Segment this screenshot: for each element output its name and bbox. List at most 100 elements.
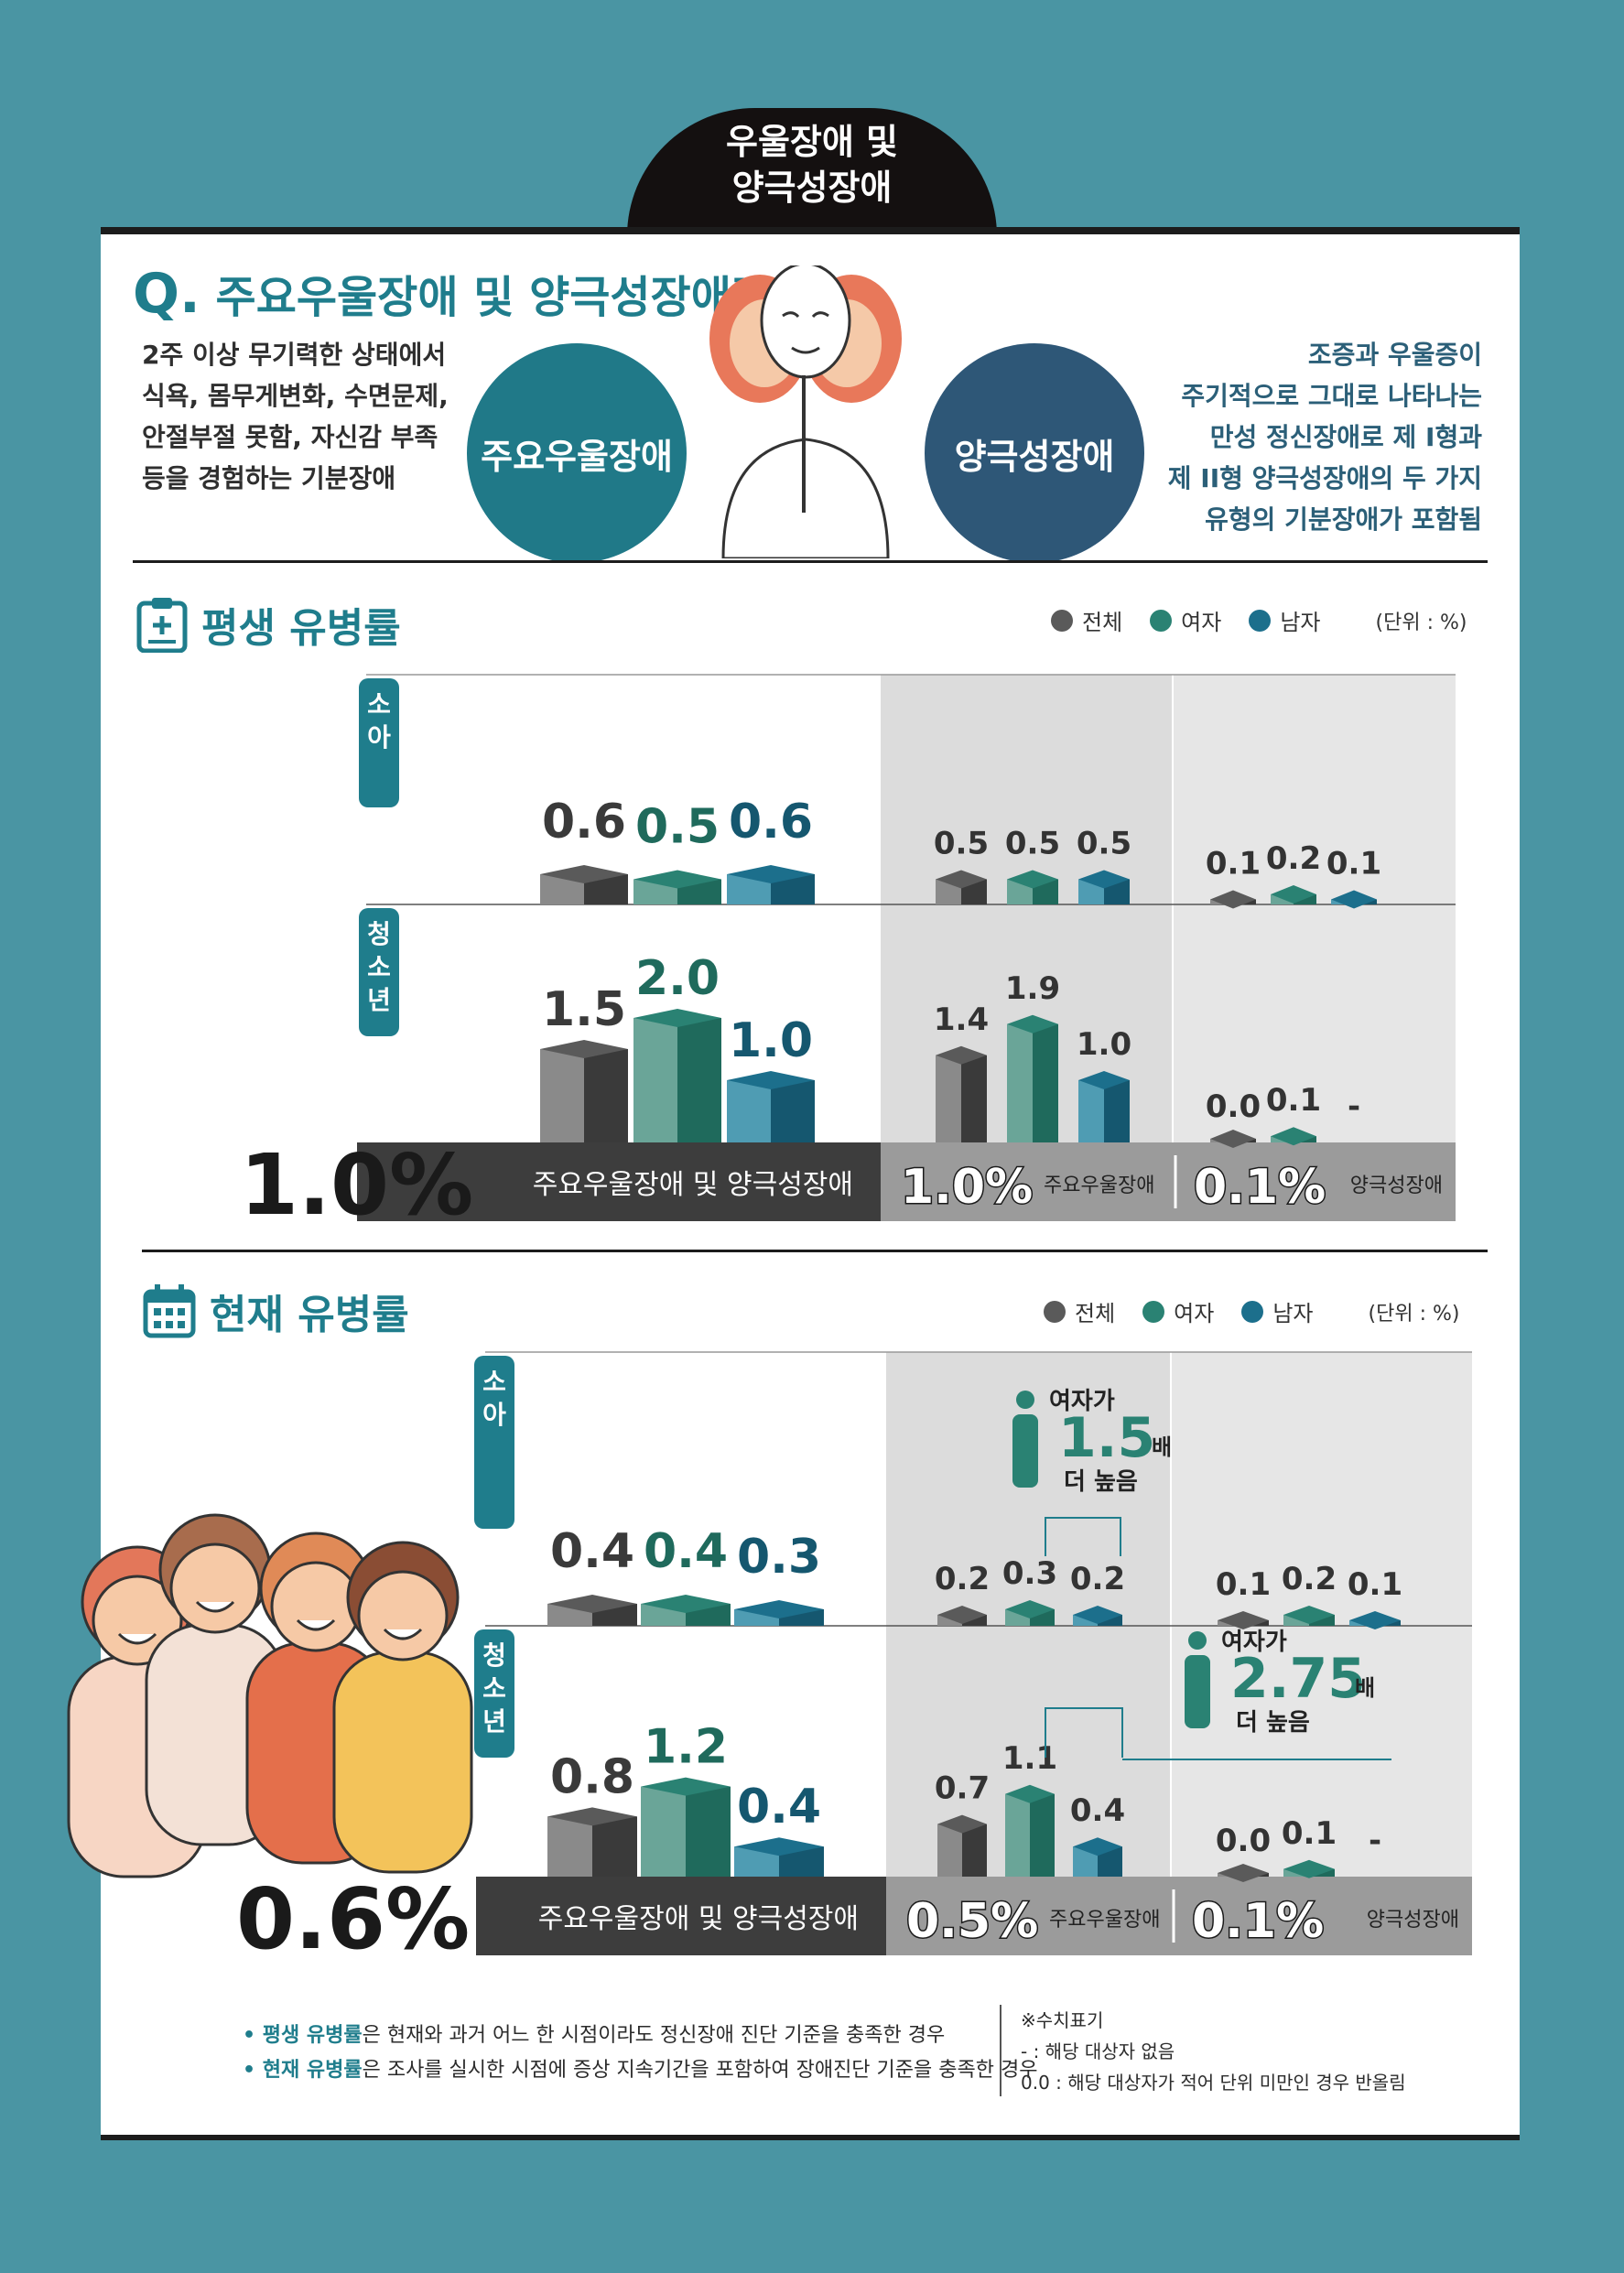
band-label-major: 주요우울장애 bbox=[1044, 1174, 1154, 1197]
label-child-1-2: 0.5 bbox=[1077, 826, 1131, 862]
intro-right-text: 조증과 우울증이 주기적으로 그대로 나타나는 만성 정신장애로 제 I형과 제… bbox=[1168, 334, 1482, 540]
bar-child-0-2-top bbox=[734, 1600, 824, 1618]
band-label-total: 주요우울장애 및 양극성장애 bbox=[533, 1169, 853, 1201]
bracket-teen bbox=[1045, 1707, 1123, 1758]
label-teen-1-2: 0.4 bbox=[1070, 1792, 1125, 1829]
calendar-icon bbox=[143, 1284, 196, 1338]
band-label-total: 주요우울장애 및 양극성장애 bbox=[538, 1903, 859, 1935]
footnote-current-text: 은 조사를 실시한 시점에 증상 지속기간을 포함하여 장애진단 기준을 충족한… bbox=[362, 2059, 1038, 2082]
notes-title: ※수치표기 bbox=[1021, 2009, 1104, 2031]
legend-male: 남자 bbox=[1280, 610, 1321, 635]
bar-teen-1-0-side bbox=[961, 1055, 987, 1142]
legend-dot-total bbox=[1051, 609, 1073, 632]
intro-right-line: 조증과 우울증이 bbox=[1307, 340, 1482, 370]
band-label-bipolar: 양극성장애 bbox=[1367, 1909, 1459, 1932]
big-total-value: 0.6% bbox=[236, 1870, 470, 1968]
legend-female: 여자 bbox=[1181, 610, 1222, 635]
age-tab-child bbox=[474, 1356, 514, 1529]
legend-male: 남자 bbox=[1272, 1301, 1314, 1326]
notes-dash: - : 해당 대상자 없음 bbox=[1021, 2040, 1175, 2062]
intro-left-text: 2주 이상 무기력한 상태에서 식욕, 몸무게변화, 수면문제, 안절부절 못함… bbox=[142, 334, 449, 499]
bar-teen-2-0-top bbox=[1210, 1130, 1256, 1148]
bar-teen-1-1-top bbox=[1005, 1784, 1055, 1803]
legend-unit: (단위 : %) bbox=[1368, 1302, 1460, 1326]
label-child-0-2: 0.6 bbox=[729, 795, 813, 850]
bar-teen-1-1-side bbox=[1033, 1023, 1058, 1142]
label-child-1-0: 0.2 bbox=[935, 1561, 990, 1597]
bar-teen-0-1-top bbox=[641, 1777, 731, 1796]
age-tab-teen bbox=[359, 908, 399, 1036]
total-band bbox=[357, 1142, 881, 1221]
label-child-2-1: 0.2 bbox=[1266, 840, 1321, 877]
bar-teen-1-0 bbox=[936, 1055, 961, 1142]
label-child-0-1: 0.5 bbox=[635, 800, 720, 855]
footnote-current-term: • 현재 유병률 bbox=[243, 2059, 363, 2082]
label-teen-2-0: 0.0 bbox=[1206, 1088, 1261, 1125]
bar-teen-1-1-side bbox=[1030, 1793, 1055, 1877]
label-child-2-2: 0.1 bbox=[1348, 1566, 1402, 1603]
subtype-band bbox=[881, 1142, 1456, 1221]
current-title: 현재 유병률 bbox=[142, 1282, 409, 1340]
legend-dot-male bbox=[1241, 1300, 1264, 1323]
question-mark: Q. bbox=[133, 262, 200, 326]
callout-teen-unit: 배 bbox=[1355, 1675, 1375, 1701]
bar-teen-0-1 bbox=[641, 1786, 686, 1877]
bar-teen-0-0 bbox=[547, 1816, 592, 1877]
subtype-band bbox=[886, 1877, 1472, 1955]
intro-left-line: 2주 이상 무기력한 상태에서 bbox=[142, 340, 447, 370]
callout-teen-person-icon bbox=[1185, 1655, 1210, 1728]
bracket-child bbox=[1045, 1517, 1121, 1556]
label-child-0-0: 0.6 bbox=[542, 795, 626, 850]
bar-teen-2-0-top bbox=[1218, 1864, 1269, 1882]
label-child-0-1: 0.4 bbox=[644, 1524, 728, 1579]
age-tab-teen-char: 소 bbox=[482, 1673, 506, 1704]
age-tab-teen-char: 년 bbox=[367, 985, 391, 1015]
age-tab-child-char: 아 bbox=[367, 722, 391, 752]
label-teen-2-1: 0.1 bbox=[1266, 1082, 1321, 1119]
bar-teen-0-1-side bbox=[677, 1018, 721, 1142]
bar-child-2-0-top bbox=[1218, 1611, 1269, 1629]
bar-child-0-2-top bbox=[727, 865, 815, 883]
label-child-2-0: 0.1 bbox=[1216, 1566, 1271, 1603]
legend-dot-total bbox=[1044, 1300, 1066, 1323]
label-child-2-1: 0.2 bbox=[1282, 1561, 1337, 1597]
label-teen-0-0: 0.8 bbox=[550, 1749, 634, 1804]
legend-dot-male bbox=[1249, 609, 1272, 632]
age-tab-teen-char: 청 bbox=[482, 1640, 506, 1671]
label-teen-1-1: 1.1 bbox=[1002, 1740, 1057, 1777]
intro-right-line: 만성 정신장애로 제 I형과 bbox=[1209, 422, 1482, 452]
bar-teen-1-1-top bbox=[1007, 1014, 1058, 1034]
callout-child-unit: 배 bbox=[1152, 1434, 1172, 1460]
bar-teen-1-2 bbox=[1078, 1080, 1104, 1142]
age-tab-child-char: 소 bbox=[482, 1367, 506, 1397]
bar-child-2-1-top bbox=[1283, 1606, 1335, 1624]
kid-face bbox=[357, 1570, 449, 1661]
label-teen-0-2: 0.4 bbox=[737, 1780, 821, 1835]
kid-smile bbox=[117, 1632, 157, 1645]
legend-total: 전체 bbox=[1075, 1301, 1116, 1326]
bar-teen-2-1-top bbox=[1271, 1127, 1316, 1146]
kid-face bbox=[92, 1575, 183, 1666]
label-teen-1-0: 0.7 bbox=[935, 1770, 990, 1807]
big-total-value: 1.0% bbox=[240, 1136, 473, 1234]
kid-smile bbox=[383, 1628, 423, 1640]
bar-teen-0-1-side bbox=[686, 1786, 731, 1877]
callout-teen-value: 2.75 bbox=[1230, 1647, 1366, 1711]
lifetime-title-text: 평생 유병률 bbox=[201, 605, 401, 652]
bar-child-0-1-top bbox=[641, 1595, 731, 1613]
bottom-rule bbox=[101, 2135, 1520, 2140]
mask-illustration bbox=[709, 265, 902, 558]
bar-teen-0-2-top bbox=[734, 1837, 824, 1856]
notes-zero: 0.0 : 해당 대상자가 적어 단위 미만인 경우 반올림 bbox=[1021, 2072, 1406, 2094]
current-title-text: 현재 유병률 bbox=[210, 1292, 409, 1338]
label-teen-2-2: - bbox=[1348, 1088, 1360, 1125]
bar-teen-0-1-top bbox=[633, 1009, 721, 1027]
label-child-0-0: 0.4 bbox=[550, 1524, 634, 1579]
big-major-value: 0.5% bbox=[906, 1894, 1038, 1949]
current-legend: 전체 여자 남자 (단위 : %) bbox=[1044, 1295, 1459, 1327]
bar-teen-0-0-top bbox=[547, 1807, 637, 1826]
bar-teen-1-0 bbox=[937, 1824, 962, 1877]
clipboard-icon bbox=[136, 598, 188, 653]
bar-teen-0-0 bbox=[540, 1049, 584, 1142]
